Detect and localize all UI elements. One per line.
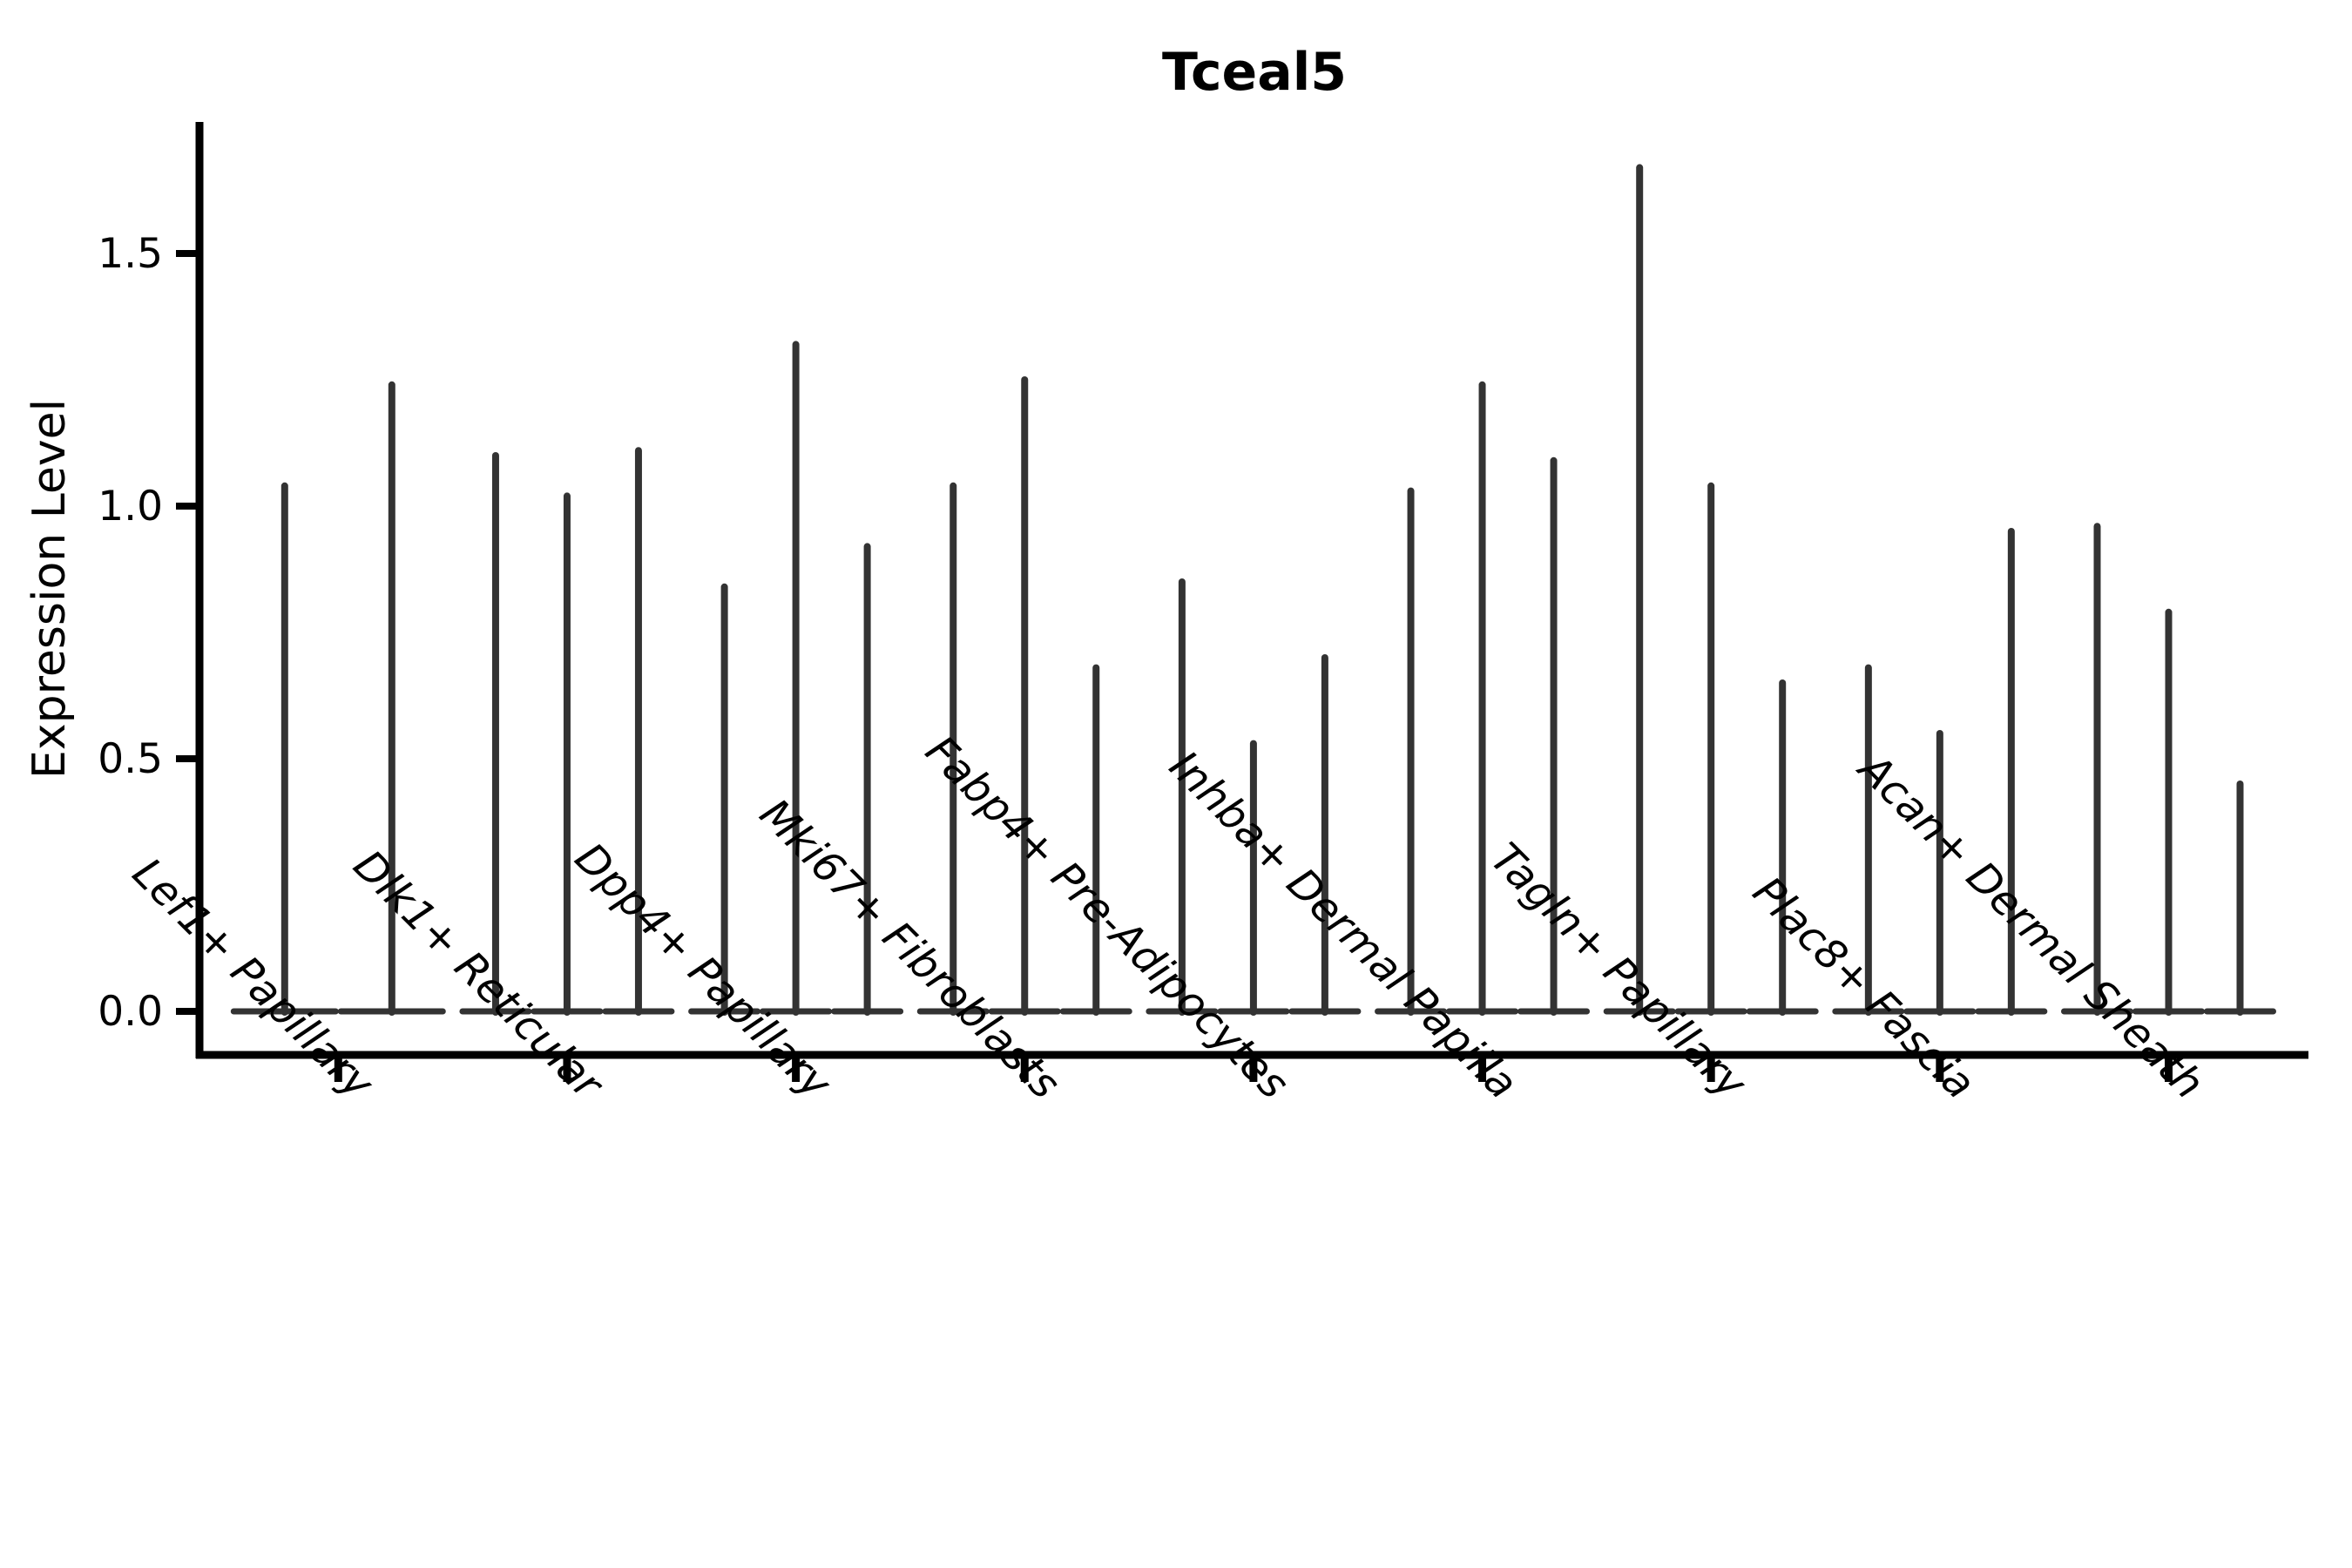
y-axis-label: Expression Level: [24, 399, 76, 779]
chart-title: Tceal5: [1162, 42, 1347, 103]
y-tick-label: 0.5: [98, 735, 163, 783]
axes-layer: [195, 122, 2308, 1059]
violin-layer: [230, 164, 2276, 1016]
y-tick-label: 0.0: [98, 988, 163, 1036]
y-tick-label: 1.0: [98, 483, 163, 531]
y-tick-label: 1.5: [98, 230, 163, 278]
y-tick-layer: 0.0 0.5 1.0 1.5: [98, 230, 199, 1036]
